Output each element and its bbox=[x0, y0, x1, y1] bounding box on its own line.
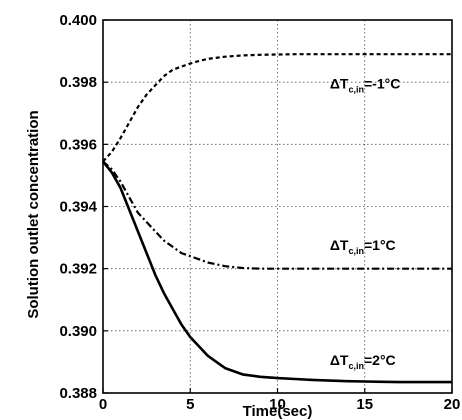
y-tick-label: 0.392 bbox=[59, 261, 97, 278]
y-axis-title: Solution outlet concentration bbox=[25, 110, 42, 318]
annotation-prefix: ΔT bbox=[330, 75, 349, 91]
annotation-subscript: c,in bbox=[348, 246, 364, 256]
series-line-dashed bbox=[102, 53, 452, 163]
series-layer bbox=[101, 53, 452, 384]
y-tick-label: 0.400 bbox=[59, 12, 97, 29]
series-line-solid bbox=[101, 160, 452, 384]
annotation-value: =2°C bbox=[364, 352, 396, 368]
x-axis-title: Time(sec) bbox=[243, 403, 313, 420]
y-tick-label: 0.396 bbox=[59, 136, 97, 153]
x-tick-label: 0 bbox=[99, 396, 107, 413]
x-axis-ticks: 0 5 10 15 20 bbox=[99, 388, 461, 413]
series-line-dashdot bbox=[102, 160, 452, 270]
y-tick-label: 0.398 bbox=[59, 74, 97, 91]
y-tick-label: 0.388 bbox=[59, 385, 97, 402]
annotation-series-3: ΔTc,in=2°C bbox=[330, 352, 396, 371]
annotation-subscript: c,in bbox=[348, 84, 364, 94]
annotation-subscript: c,in bbox=[348, 361, 364, 371]
annotation-prefix: ΔT bbox=[330, 237, 349, 253]
y-axis-ticks: 0.388 0.390 0.392 0.394 0.396 0.398 0.400 bbox=[59, 12, 108, 402]
x-tick-label: 20 bbox=[444, 396, 461, 413]
annotation-value: =-1°C bbox=[364, 75, 400, 91]
annotation-prefix: ΔT bbox=[330, 352, 349, 368]
annotation-series-2: ΔTc,in=1°C bbox=[330, 237, 396, 256]
x-tick-label: 10 bbox=[269, 396, 286, 413]
x-tick-label: 15 bbox=[356, 396, 373, 413]
y-tick-label: 0.394 bbox=[59, 199, 97, 216]
x-tick-label: 5 bbox=[186, 396, 194, 413]
y-tick-label: 0.390 bbox=[59, 323, 97, 340]
annotation-series-1: ΔTc,in=-1°C bbox=[330, 75, 400, 94]
annotation-value: =1°C bbox=[364, 237, 396, 253]
